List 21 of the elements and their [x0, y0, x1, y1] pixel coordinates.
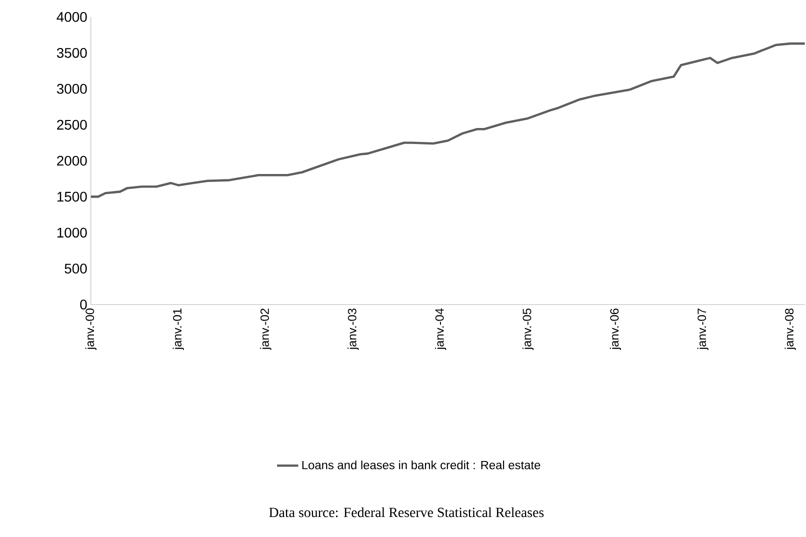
y-tick-label: 2000 — [57, 156, 87, 166]
x-tick-label: janv.-01 — [172, 308, 184, 350]
x-tick-label: janv.-04 — [435, 308, 446, 350]
y-tick-label: 1000 — [57, 228, 87, 238]
x-tick-label: janv.-03 — [348, 308, 359, 350]
x-tick-label: janv.-05 — [522, 308, 534, 350]
legend-label: Loans and leases in bank credit : Real estate — [302, 460, 540, 470]
y-tick-label: 1500 — [57, 192, 87, 202]
x-tick-label: janv.-02 — [260, 308, 272, 350]
x-tick-label: janv.-00 — [85, 308, 96, 350]
x-tick-label: janv.-08 — [784, 308, 796, 350]
x-tick-label: janv.-06 — [610, 308, 621, 350]
y-tick-label: 0 — [80, 300, 87, 310]
y-tick-label: 4000 — [56, 12, 87, 22]
y-tick-label: 500 — [64, 264, 87, 274]
x-tick-label: janv.-07 — [697, 308, 708, 350]
y-tick-label: 3000 — [56, 84, 87, 94]
line-series — [90, 42, 806, 198]
source-note: Data source: Federal Reserve Statistical Releases — [269, 507, 544, 518]
y-tick-label: 3500 — [56, 48, 87, 58]
y-tick-label: 2500 — [57, 120, 87, 130]
